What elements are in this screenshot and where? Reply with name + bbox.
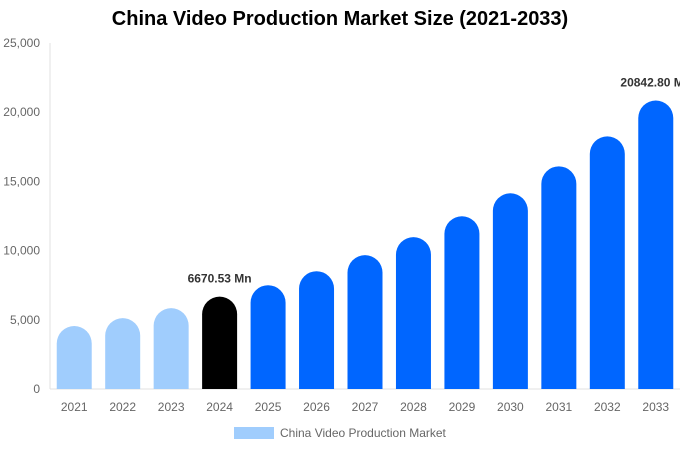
data-label: 6670.53 Mn bbox=[188, 272, 252, 286]
data-label: 20842.80 Mn bbox=[620, 76, 680, 90]
x-tick-label: 2027 bbox=[352, 400, 379, 414]
x-tick-label: 2029 bbox=[449, 400, 476, 414]
bar-2029 bbox=[444, 216, 480, 389]
bar-2024 bbox=[202, 296, 238, 389]
bar-2023 bbox=[153, 308, 189, 389]
legend[interactable]: China Video Production Market bbox=[234, 426, 446, 440]
y-tick-label: 10,000 bbox=[3, 244, 40, 258]
bar-2025 bbox=[250, 285, 286, 389]
x-tick-label: 2024 bbox=[206, 400, 233, 414]
legend-label: China Video Production Market bbox=[280, 426, 446, 440]
x-tick-label: 2026 bbox=[303, 400, 330, 414]
x-tick-label: 2030 bbox=[497, 400, 524, 414]
bar-2026 bbox=[299, 271, 335, 389]
x-tick-label: 2033 bbox=[642, 400, 669, 414]
x-tick-label: 2021 bbox=[61, 400, 88, 414]
bar-2027 bbox=[347, 255, 383, 389]
x-tick-label: 2025 bbox=[255, 400, 282, 414]
y-tick-label: 20,000 bbox=[3, 105, 40, 119]
y-tick-label: 5,000 bbox=[10, 313, 40, 327]
x-tick-label: 2032 bbox=[594, 400, 621, 414]
bar-2031 bbox=[541, 166, 577, 389]
bar-2030 bbox=[492, 193, 528, 389]
x-tick-label: 2031 bbox=[545, 400, 572, 414]
bar-2021 bbox=[56, 326, 92, 389]
y-tick-label: 15,000 bbox=[3, 174, 40, 188]
x-tick-label: 2028 bbox=[400, 400, 427, 414]
bar-2032 bbox=[589, 136, 625, 389]
bar-2033 bbox=[638, 100, 674, 389]
y-tick-label: 0 bbox=[33, 382, 40, 396]
y-tick-label: 25,000 bbox=[3, 36, 40, 50]
bar-2028 bbox=[395, 237, 431, 389]
x-tick-label: 2022 bbox=[109, 400, 136, 414]
chart-title: China Video Production Market Size (2021… bbox=[111, 8, 569, 30]
x-tick-label: 2023 bbox=[158, 400, 185, 414]
bar-2022 bbox=[105, 318, 141, 389]
legend-swatch bbox=[234, 427, 274, 439]
